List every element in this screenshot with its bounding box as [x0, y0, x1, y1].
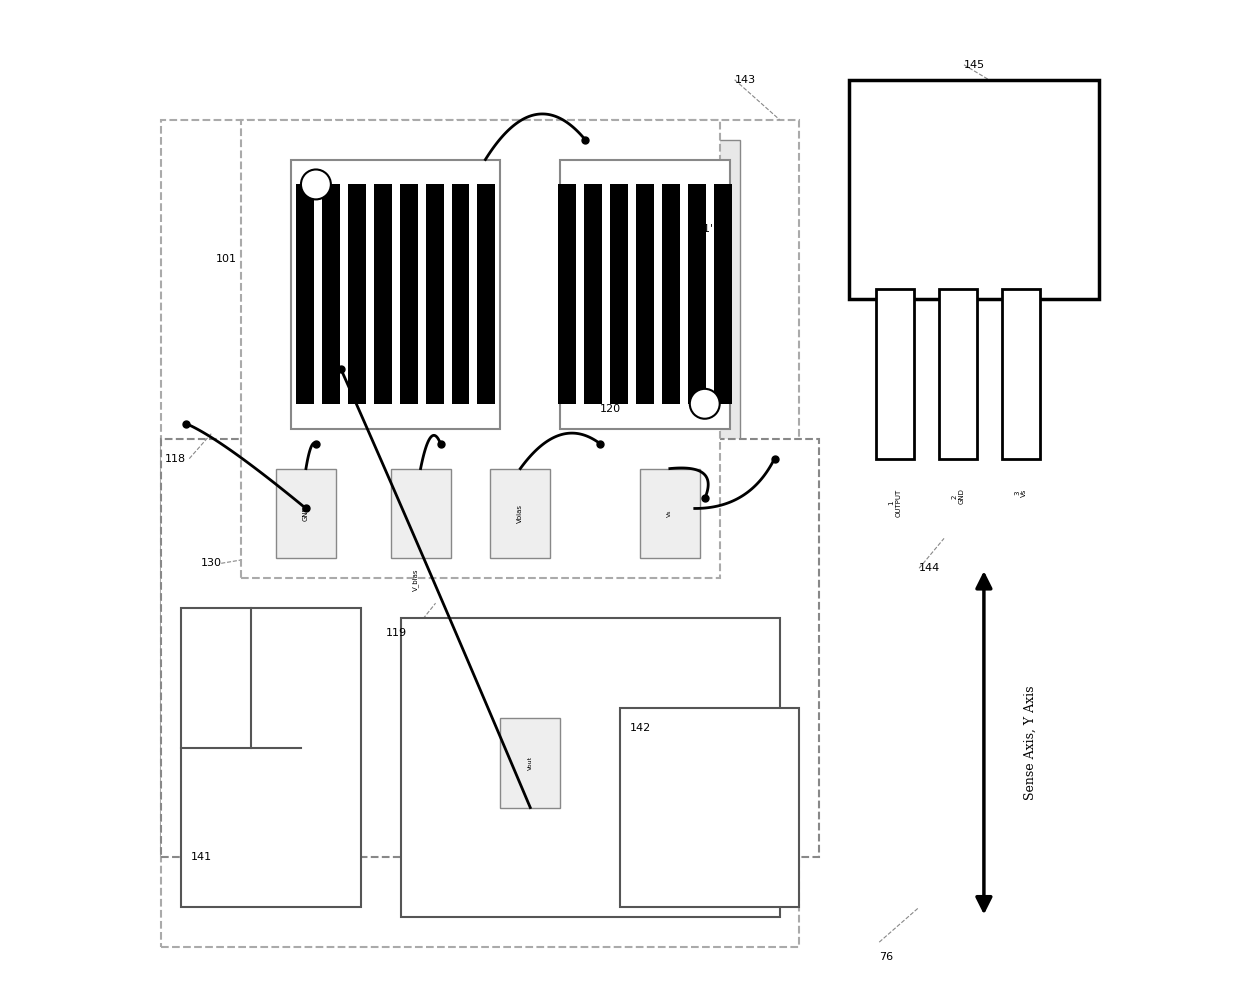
Bar: [610, 184, 627, 404]
Text: 1
OUTPUT: 1 OUTPUT: [889, 489, 901, 516]
Bar: [877, 289, 914, 459]
Bar: [296, 184, 314, 404]
Bar: [401, 618, 780, 917]
Bar: [849, 80, 1099, 299]
Bar: [541, 140, 739, 449]
Bar: [662, 184, 680, 404]
Text: 101': 101': [689, 224, 714, 234]
Bar: [584, 184, 603, 404]
Bar: [451, 184, 470, 404]
Text: 145: 145: [963, 60, 985, 70]
Text: GND: GND: [303, 505, 309, 521]
Text: Vout: Vout: [528, 756, 533, 770]
Circle shape: [689, 389, 719, 419]
Text: V_bias: V_bias: [412, 568, 419, 591]
Bar: [291, 160, 501, 429]
Bar: [640, 469, 699, 558]
Text: Vs: Vs: [667, 509, 672, 517]
Text: 119: 119: [386, 628, 407, 638]
Bar: [620, 708, 800, 907]
Text: 101: 101: [216, 254, 237, 264]
Text: Vbias: Vbias: [517, 503, 523, 523]
Bar: [636, 184, 653, 404]
Text: 130: 130: [201, 558, 222, 568]
Text: 2
GND: 2 GND: [951, 489, 965, 504]
Bar: [477, 184, 495, 404]
Bar: [939, 289, 977, 459]
Text: 76: 76: [879, 952, 893, 962]
Text: Sense Axis, Y Axis: Sense Axis, Y Axis: [1024, 686, 1037, 800]
Text: 144: 144: [919, 563, 940, 573]
Bar: [560, 160, 729, 429]
Bar: [399, 184, 418, 404]
Bar: [347, 184, 366, 404]
Bar: [277, 469, 336, 558]
Bar: [262, 140, 521, 449]
Bar: [161, 439, 820, 857]
Bar: [181, 608, 361, 907]
Circle shape: [301, 169, 331, 199]
Bar: [1002, 289, 1039, 459]
Text: 118: 118: [165, 454, 186, 464]
Text: 120: 120: [600, 404, 621, 414]
Text: 140: 140: [521, 793, 542, 803]
Bar: [714, 184, 732, 404]
Bar: [241, 120, 719, 578]
Bar: [373, 184, 392, 404]
Bar: [501, 718, 560, 808]
Text: 141: 141: [191, 852, 212, 862]
Bar: [490, 469, 551, 558]
Bar: [161, 120, 800, 947]
Bar: [391, 469, 450, 558]
Text: 3
Vs: 3 Vs: [1014, 489, 1027, 497]
Bar: [688, 184, 706, 404]
Text: 142: 142: [630, 723, 651, 733]
Bar: [425, 184, 444, 404]
Text: 143: 143: [734, 75, 755, 85]
Bar: [322, 184, 340, 404]
Bar: [558, 184, 577, 404]
